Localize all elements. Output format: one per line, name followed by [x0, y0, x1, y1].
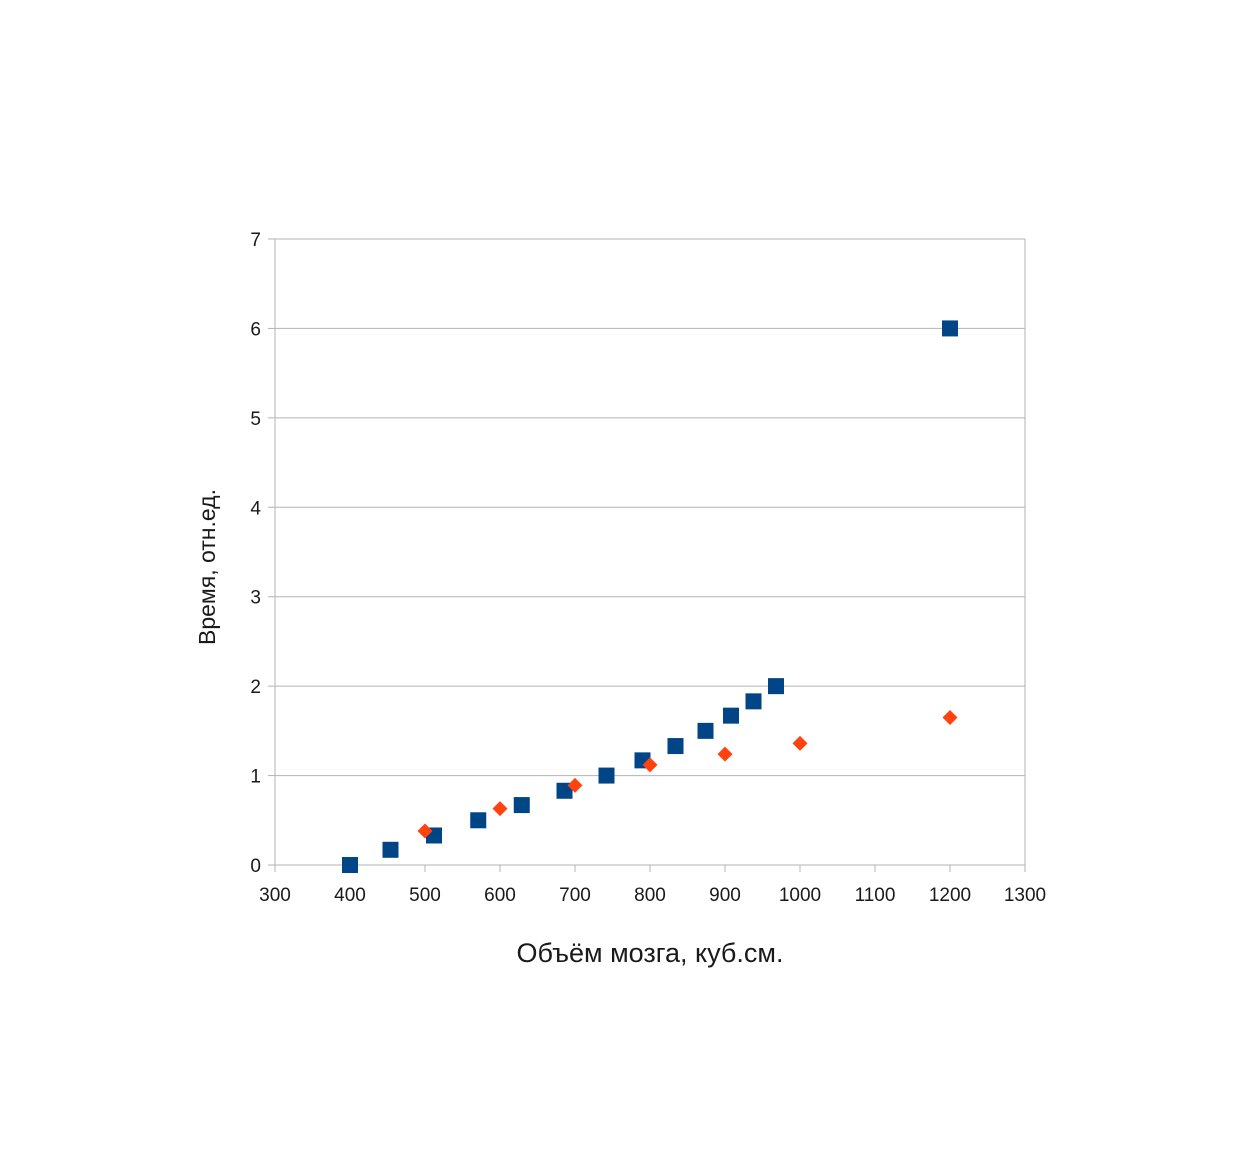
x-tick-label: 900: [709, 885, 741, 906]
x-tick-label: 800: [634, 885, 666, 906]
data-point-diamond: [567, 777, 583, 793]
data-point-diamond: [717, 746, 733, 762]
x-tick-label: 300: [259, 885, 291, 906]
data-point-diamond: [792, 735, 808, 751]
plot-area-frame: [274, 238, 1026, 866]
y-tick-label: 2: [250, 677, 261, 698]
data-point-square: [382, 841, 399, 858]
data-point-square: [768, 678, 784, 695]
y-tick-label: 7: [250, 230, 261, 251]
x-tick-label: 1000: [779, 885, 821, 906]
x-tick-label: 600: [484, 885, 516, 906]
data-point-square: [745, 693, 762, 710]
data-point-square: [470, 812, 487, 829]
data-point-diamond: [642, 757, 658, 773]
data-point-diamond: [492, 801, 508, 817]
y-axis-title: Время, отн.ед.: [194, 489, 220, 645]
data-point-square: [697, 722, 714, 739]
data-point-diamond: [417, 823, 433, 839]
x-tick-label: 700: [559, 885, 591, 906]
y-tick-label: 3: [250, 588, 261, 609]
y-axis-ticks: 0 1 2 3 4 5 6 7: [250, 230, 261, 877]
x-tick-label: 500: [409, 885, 441, 906]
grid-lines: [268, 238, 1026, 872]
x-axis-ticks: 300 400 500 600 700 800 900 1000 1100 1200 1300: [259, 885, 1046, 906]
x-tick-label: 1300: [1004, 885, 1046, 906]
y-tick-label: 1: [250, 767, 261, 788]
x-axis-title: Объём мозга, куб.см.: [517, 938, 784, 968]
data-point-square: [513, 797, 530, 814]
data-point-square: [342, 857, 358, 873]
data-point-square: [942, 320, 958, 337]
x-tick-label: 1200: [929, 885, 971, 906]
data-point-square: [723, 707, 739, 724]
data-point-square: [598, 767, 615, 784]
x-tick-label: 1100: [855, 885, 896, 906]
y-tick-label: 5: [250, 409, 261, 430]
x-tick-label: 400: [334, 885, 366, 906]
data-points: [342, 320, 958, 873]
y-tick-label: 4: [250, 498, 261, 519]
y-tick-label: 6: [250, 319, 261, 340]
data-point-square: [667, 738, 684, 755]
data-point-square: [556, 782, 573, 799]
data-point-diamond: [942, 709, 958, 725]
y-tick-label: 0: [250, 856, 261, 877]
